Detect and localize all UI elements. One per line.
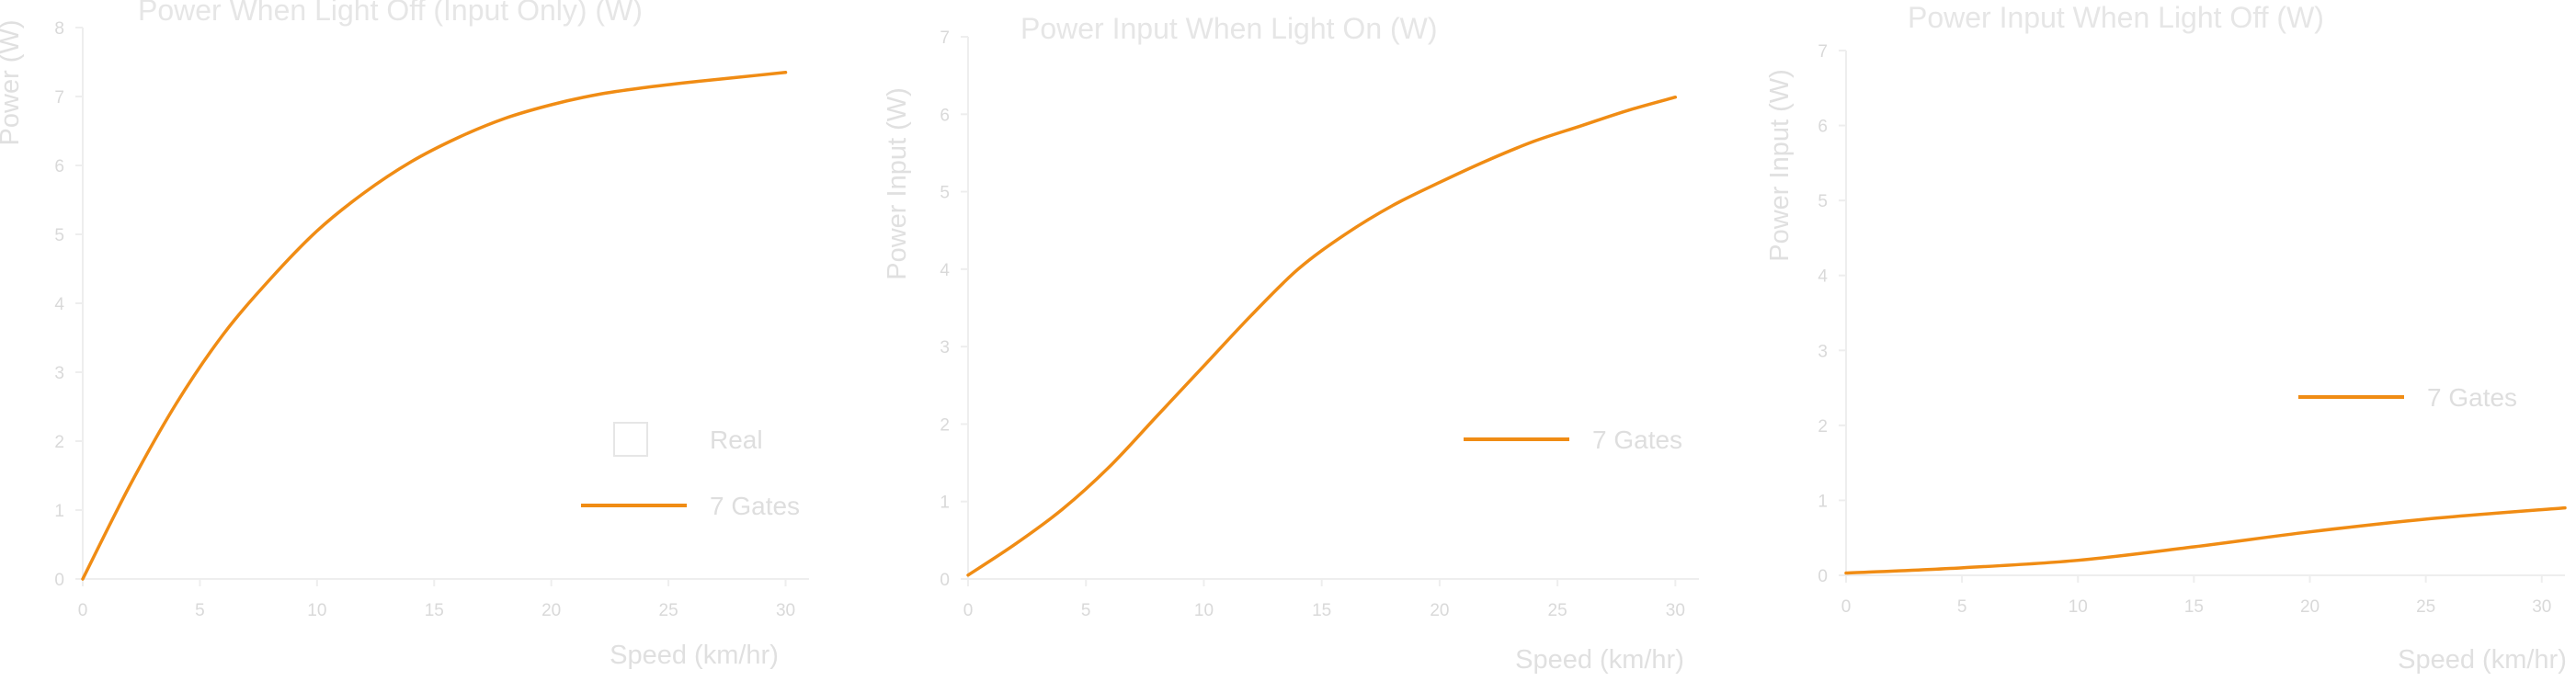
- y-tick-label: 2: [54, 433, 64, 452]
- x-tick-label: 20: [2300, 597, 2320, 617]
- y-tick-label: 7: [940, 28, 950, 48]
- series-line-7-gates: [1844, 505, 2567, 575]
- y-axis-label: Power (W): [0, 20, 25, 146]
- chart-title: Power When Light Off (Input Only) (W): [138, 0, 643, 27]
- y-tick-label: 2: [940, 415, 950, 435]
- legend: 7 Gates: [2298, 383, 2517, 412]
- legend: 7 Gates: [1464, 426, 1682, 454]
- x-tick-label: 30: [776, 601, 795, 620]
- y-tick-label: 4: [1818, 267, 1828, 287]
- x-tick-label: 15: [2184, 597, 2204, 617]
- chart-panel-1: 0 5 10 15 20 25 30 0 1 2 3 4 5 6 7 8 Power When Light Of…: [0, 0, 809, 670]
- y-tick-label: 7: [54, 88, 64, 108]
- x-tick-label: 30: [1666, 601, 1685, 620]
- y-tick-label: 4: [54, 295, 64, 314]
- y-tick-label: 4: [940, 261, 950, 280]
- legend: Real 7 Gates: [581, 422, 800, 520]
- x-axis-label: Speed (km/hr): [610, 641, 779, 670]
- y-tick-label: 0: [1818, 567, 1828, 586]
- series-line-7-gates: [81, 71, 788, 581]
- x-tick-label: 5: [195, 601, 205, 620]
- chart-title: Power Input When Light On (W): [1020, 12, 1438, 45]
- chart-panel-2: 0 5 10 15 20 25 30 0 1 2 3 4 5 6 7 Power Input When Lig…: [883, 12, 1699, 675]
- y-tick-label: 2: [1818, 417, 1828, 437]
- x-axis-label: Speed (km/hr): [2398, 645, 2567, 675]
- legend-label: 7 Gates: [1592, 426, 1682, 454]
- y-tick-label: 1: [54, 502, 64, 521]
- x-tick-label: 30: [2532, 597, 2551, 617]
- x-tick-label: 0: [963, 601, 974, 620]
- x-tick-label: 20: [541, 601, 561, 620]
- x-tick-label: 10: [307, 601, 326, 620]
- y-tick-label: 1: [940, 494, 950, 513]
- y-tick-label: 0: [54, 571, 64, 590]
- x-tick-label: 25: [1548, 601, 1567, 620]
- y-tick-label: 5: [940, 184, 950, 203]
- x-tick-label: 0: [1841, 597, 1852, 617]
- x-axis-label: Speed (km/hr): [1515, 645, 1684, 675]
- x-tick-label: 10: [2069, 597, 2088, 617]
- y-tick-label: 3: [54, 364, 64, 383]
- y-tick-label: 0: [940, 571, 950, 590]
- x-tick-label: 5: [1081, 601, 1091, 620]
- y-tick-label: 3: [940, 338, 950, 358]
- x-tick-label: 25: [2416, 597, 2435, 617]
- y-axis-label: Power Input (W): [883, 87, 912, 280]
- x-tick-label: 15: [1312, 601, 1331, 620]
- x-tick-label: 10: [1194, 601, 1214, 620]
- legend-label: Real: [710, 426, 763, 454]
- x-tick-label: 0: [78, 601, 88, 620]
- y-tick-label: 6: [54, 157, 64, 176]
- x-tick-label: 25: [659, 601, 678, 620]
- y-axis-label: Power Input (W): [1765, 69, 1795, 262]
- y-tick-label: 5: [54, 226, 64, 245]
- legend-label: 7 Gates: [710, 492, 800, 520]
- y-tick-label: 6: [940, 106, 950, 125]
- chart-panel-3: 0 5 10 15 20 25 30 0 1 2 3 4 5 6 7 Power Input When Lig…: [1765, 1, 2567, 675]
- x-tick-label: 5: [1957, 597, 1967, 617]
- x-tick-label: 20: [1430, 601, 1449, 620]
- legend-label: 7 Gates: [2427, 383, 2517, 412]
- chart-title: Power Input When Light Off (W): [1908, 1, 2324, 34]
- y-tick-label: 8: [54, 19, 64, 39]
- y-tick-label: 5: [1818, 192, 1828, 211]
- y-tick-label: 3: [1818, 342, 1828, 361]
- y-tick-label: 6: [1818, 118, 1828, 137]
- series-line-7-gates: [966, 95, 1678, 577]
- legend-swatch-box: [613, 422, 648, 457]
- y-tick-label: 1: [1818, 492, 1828, 511]
- x-tick-label: 15: [425, 601, 444, 620]
- y-tick-label: 7: [1818, 42, 1828, 62]
